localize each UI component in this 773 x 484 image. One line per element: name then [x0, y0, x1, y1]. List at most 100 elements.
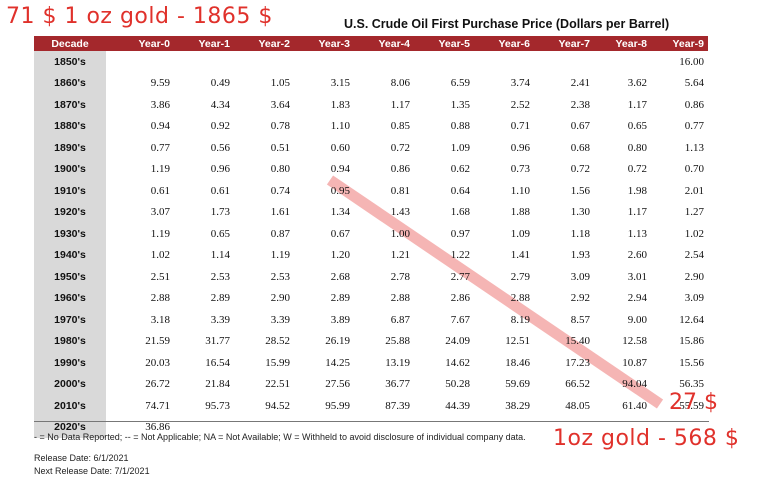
price-cell: [294, 51, 354, 73]
price-cell: 14.25: [325, 356, 350, 369]
price-cell: 2.68: [330, 270, 350, 283]
price-cell: 2.90: [684, 270, 704, 283]
price-cell: 0.97: [450, 227, 470, 240]
price-cell: 0.72: [570, 163, 590, 176]
price-cell: 8.06: [390, 77, 410, 90]
price-cell: [354, 51, 414, 73]
price-cell: 1.02: [684, 227, 704, 240]
price-cell: 48.05: [565, 399, 590, 412]
price-cell: 95.73: [205, 399, 230, 412]
price-cell: 2.94: [627, 292, 647, 305]
price-cell: 14.62: [445, 356, 470, 369]
price-cell: 0.96: [210, 163, 230, 176]
price-cell: 2.60: [627, 249, 647, 262]
price-cell: 0.94: [150, 120, 170, 133]
price-cell: 0.74: [270, 184, 290, 197]
price-cell: 0.77: [684, 120, 704, 133]
price-cell: 1.02: [150, 249, 170, 262]
price-cell: 66.52: [565, 378, 590, 391]
price-cell: 0.67: [330, 227, 350, 240]
table-row: 1960's 2.88 2.89 2.90 2.89 2.88 2.86 2.88 2.92 2.…: [34, 287, 708, 309]
column-header: Year-2: [234, 36, 294, 51]
price-cell: 2.92: [570, 292, 590, 305]
price-cell: 1.73: [210, 206, 230, 219]
price-cell: 9.00: [627, 313, 647, 326]
table-row: 1890's 0.77 0.56 0.51 0.60 0.72 1.09 0.96 0.68 0.…: [34, 137, 708, 159]
price-cell: 2.52: [510, 98, 530, 111]
price-cell: 44.39: [445, 399, 470, 412]
price-cell: 1.09: [510, 227, 530, 240]
price-cell: 1.19: [150, 227, 170, 240]
table-row: 1900's 1.19 0.96 0.80 0.94 0.86 0.62 0.73 0.72 0.…: [34, 158, 708, 180]
table-row: 1880's 0.94 0.92 0.78 1.10 0.85 0.88 0.71 0.67 0.…: [34, 115, 708, 137]
price-cell: [174, 51, 234, 73]
price-cell: 0.72: [627, 163, 647, 176]
price-cell: 0.62: [450, 163, 470, 176]
price-cell: 2.88: [510, 292, 530, 305]
price-cell: 21.59: [145, 335, 170, 348]
decade-label: 1920's: [34, 201, 106, 223]
price-cell: 24.09: [445, 335, 470, 348]
column-header: Year-7: [534, 36, 594, 51]
price-cell: 1.83: [330, 98, 350, 111]
release-date: Release Date: 6/1/2021: [34, 453, 129, 463]
table-row: 1920's 3.07 1.73 1.61 1.34 1.43 1.68 1.88 1.30 1.…: [34, 201, 708, 223]
price-cell: 94.04: [622, 378, 647, 391]
price-cell: 20.03: [145, 356, 170, 369]
decade-label: 1950's: [34, 266, 106, 288]
price-cell: 3.01: [627, 270, 647, 283]
price-cell: 15.56: [679, 356, 704, 369]
price-cell: 1.30: [570, 206, 590, 219]
price-cell: 6.59: [450, 77, 470, 90]
table-row: 1950's 2.51 2.53 2.53 2.68 2.78 2.77 2.79 3.09 3.…: [34, 266, 708, 288]
decade-label: 1900's: [34, 158, 106, 180]
price-cell: 1.43: [390, 206, 410, 219]
price-cell: 1.19: [150, 163, 170, 176]
price-cell: 12.51: [505, 335, 530, 348]
price-cell: 0.71: [510, 120, 530, 133]
decade-label: 1850's: [34, 51, 106, 73]
price-cell: 1.35: [450, 98, 470, 111]
column-header: Year-0: [106, 36, 174, 51]
price-cell: 2.51: [150, 270, 170, 283]
price-cell: [414, 51, 474, 73]
price-cell: 0.96: [510, 141, 530, 154]
price-cell: 0.94: [330, 163, 350, 176]
price-cell: 0.49: [210, 77, 230, 90]
price-cell: 0.80: [627, 141, 647, 154]
price-cell: 3.39: [210, 313, 230, 326]
price-cell: 1.18: [570, 227, 590, 240]
table-row: 1930's 1.19 0.65 0.87 0.67 1.00 0.97 1.09 1.18 1.…: [34, 223, 708, 245]
price-cell: 2.89: [330, 292, 350, 305]
price-cell: 0.67: [570, 120, 590, 133]
price-cell: 2.90: [270, 292, 290, 305]
price-cell: 1.88: [510, 206, 530, 219]
decade-label: 2000's: [34, 373, 106, 395]
price-cell: 16.00: [679, 55, 704, 68]
price-cell: 4.34: [210, 98, 230, 111]
price-cell: 2.01: [684, 184, 704, 197]
price-cell: 31.77: [205, 335, 230, 348]
price-cell: 3.74: [510, 77, 530, 90]
price-cell: 1.10: [510, 184, 530, 197]
price-cell: 2.88: [150, 292, 170, 305]
price-cell: 1.93: [570, 249, 590, 262]
column-header: Year-5: [414, 36, 474, 51]
decade-label: 1990's: [34, 352, 106, 374]
price-cell: 1.13: [627, 227, 647, 240]
price-cell: 28.52: [265, 335, 290, 348]
column-header: Year-3: [294, 36, 354, 51]
decade-label: 1940's: [34, 244, 106, 266]
price-cell: 2.53: [270, 270, 290, 283]
decade-label: 2010's: [34, 395, 106, 417]
price-cell: 55.59: [679, 399, 704, 412]
price-cell: 0.80: [270, 163, 290, 176]
price-cell: 15.99: [265, 356, 290, 369]
price-cell: 0.72: [390, 141, 410, 154]
price-cell: 2.53: [210, 270, 230, 283]
price-cell: 0.64: [450, 184, 470, 197]
price-cell: 0.65: [627, 120, 647, 133]
price-cell: 1.13: [684, 141, 704, 154]
price-cell: 2.88: [390, 292, 410, 305]
price-cell: 1.09: [450, 141, 470, 154]
